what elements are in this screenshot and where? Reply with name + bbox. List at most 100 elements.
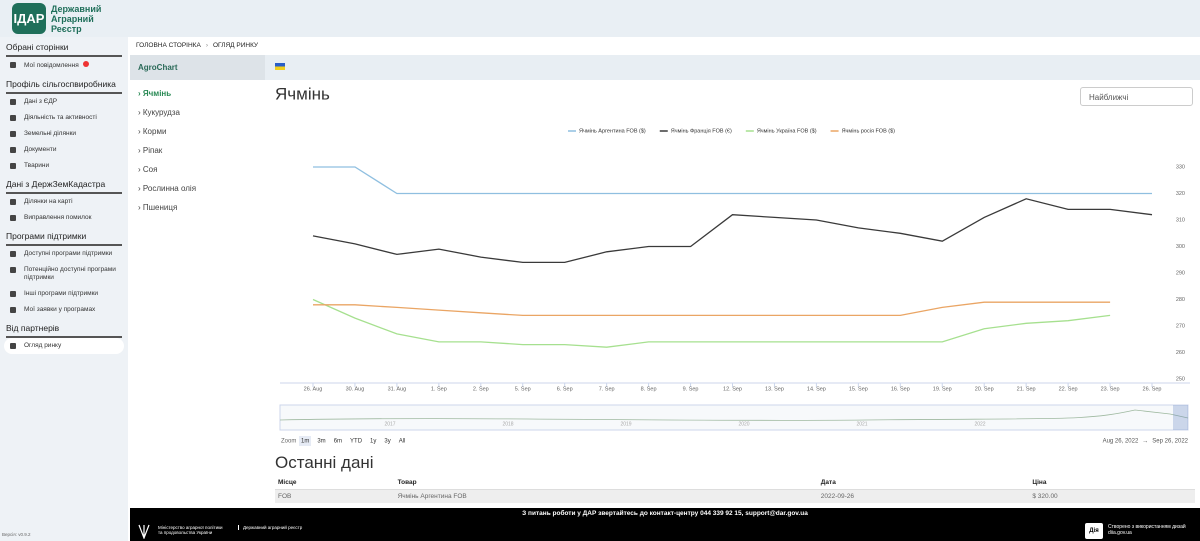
nav-label[interactable]: Огляд ринку [24,342,62,349]
navigator-series [279,409,1189,421]
crumb[interactable]: ОГЛЯД РИНКУ [212,42,259,49]
range-to[interactable]: Sep 26, 2022 [1152,439,1188,445]
product-item[interactable]: › Рослинна олія [138,184,196,203]
nav-label[interactable]: Мої повідомлення [24,62,79,69]
nav-item[interactable]: Тварини [4,158,124,174]
panel-bar [130,55,265,80]
chevron: › [138,184,143,193]
nav-item[interactable]: Мої повідомлення [4,57,124,74]
nav-label[interactable]: Інші програми підтримки [24,290,99,297]
navigator[interactable] [279,404,1189,431]
nav-item[interactable]: Огляд ринку [4,338,124,354]
diia-url[interactable]: diia.gov.ua [1108,530,1132,536]
product-label[interactable]: Соя [142,165,158,174]
nav-item[interactable]: Мої заявки у програмах [4,302,124,318]
x-tick-label: 6. Sep [557,386,573,392]
product-item[interactable]: › Соя [138,165,196,184]
y-tick-label: 330 [1176,164,1185,170]
x-tick-label: 2. Sep [473,386,489,392]
range-button-bg[interactable] [299,436,311,446]
product-label[interactable]: Пшениця [142,203,178,212]
section-title: Обрані сторінки [6,42,122,57]
nav-label[interactable]: Ділянки на карті [24,198,73,205]
icon [10,147,16,153]
range-button[interactable]: 6m [334,439,342,445]
latest-table: Місце Товар Дата Ціна FOB Ячмінь Аргентина FO… [275,476,1195,503]
navigator-label: 2019 [620,421,631,427]
column-header: Ціна [1029,476,1195,490]
navigator-window[interactable] [1173,405,1188,430]
nav-item[interactable]: Документи [4,142,124,158]
nav-label[interactable]: Дані з ЄДР [24,98,58,105]
nav-item[interactable]: Виправлення помилок [4,210,124,226]
range-button[interactable]: 3m [317,439,325,445]
x-tick-label: 12. Sep [723,386,742,392]
x-tick-label: 15. Sep [849,386,868,392]
nav-item[interactable]: Ділянки на карті [4,194,124,210]
product-item[interactable]: › Кукурудза [138,108,196,127]
logo[interactable]: ІДАР [12,3,46,34]
nav-label[interactable]: Документи [24,146,57,153]
nav-label[interactable]: Тварини [24,162,50,169]
product-item[interactable]: › Ріпак [138,146,196,165]
nav-label[interactable]: Потенційно доступні програми підтримки [24,266,116,281]
product-label[interactable]: Кукурудза [142,108,180,117]
footer: З питань роботи у ДАР звертайтесь до кон… [130,508,1200,541]
crumb[interactable]: ГОЛОВНА СТОРІНКА [136,42,201,49]
nav-item[interactable]: Доступні програми підтримки [4,246,124,262]
series-line [313,301,1111,317]
nav-label[interactable]: Діяльність та активності [24,114,97,121]
nav-item[interactable]: Потенційно доступні програми підтримки [4,262,124,286]
nav-label[interactable]: Мої заявки у програмах [24,306,96,313]
chevron: › [138,108,143,117]
breadcrumb: ГОЛОВНА СТОРІНКА › ОГЛЯД РИНКУ [136,42,258,49]
product-item[interactable]: › Ячмінь [138,89,196,108]
logo-name: Державний Аграрний Реєстр [51,4,102,34]
range-button[interactable]: 1m [301,439,309,445]
legend-label[interactable]: Ячмінь росія FOB ($) [842,128,896,134]
x-tick-label: 30. Aug [346,386,365,392]
legend-label[interactable]: Ячмінь Франція FOB (€) [671,128,732,134]
diia-note: Створено з використанням дизай [1108,524,1186,530]
x-tick-label: 8. Sep [641,386,657,392]
range-from[interactable]: Aug 26, 2022 [1103,439,1139,445]
range-button[interactable]: 1y [370,439,376,445]
icon [10,307,16,313]
nav-item[interactable]: Інші програми підтримки [4,286,124,302]
series-line [312,198,1153,264]
nav-label[interactable]: Виправлення помилок [24,214,92,221]
legend-label[interactable]: Ячмінь Україна FOB ($) [757,128,817,134]
dropdown[interactable]: Найближчі [1080,87,1193,106]
nav-label[interactable]: Земельні ділянки [24,130,77,137]
nav-item[interactable]: Дані з ЄДР [4,94,124,110]
icon [10,291,16,297]
nav-label[interactable]: Доступні програми підтримки [24,250,113,257]
product-item[interactable]: › Корми [138,127,196,146]
product-item[interactable]: › Пшениця [138,203,196,222]
badge [82,61,89,67]
table-cell: $ 320.00 [1029,489,1195,503]
range-button[interactable]: All [399,439,406,445]
chart-title: Ячмінь [275,84,330,103]
diia-logo[interactable]: Дія [1085,523,1103,539]
range-button[interactable]: YTD [350,439,363,445]
registry: Державний аграрний реєстр [238,525,323,530]
range-button[interactable]: 3y [384,439,390,445]
nav-item[interactable]: Земельні ділянки [4,126,124,142]
series-line [312,298,1111,348]
table-row: FOB Ячмінь Аргентина FOB 2022-09-26 $ 320.0… [275,489,1195,503]
product-label[interactable]: Ячмінь [142,89,172,98]
legend-label[interactable]: Ячмінь Аргентина FOB ($) [579,128,646,134]
nav-item[interactable]: Діяльність та активності [4,110,124,126]
icon [10,267,16,273]
product-label[interactable]: Ріпак [142,146,163,155]
product-label[interactable]: Корми [142,127,167,136]
flag[interactable] [275,63,285,70]
product-label[interactable]: Рослинна олія [142,184,197,193]
diia-text: Створено з використанням дизай diia.gov.u… [1108,524,1186,536]
y-tick-label: 260 [1176,350,1185,356]
chevron: › [138,127,143,136]
y-tick-label: 320 [1176,191,1185,197]
